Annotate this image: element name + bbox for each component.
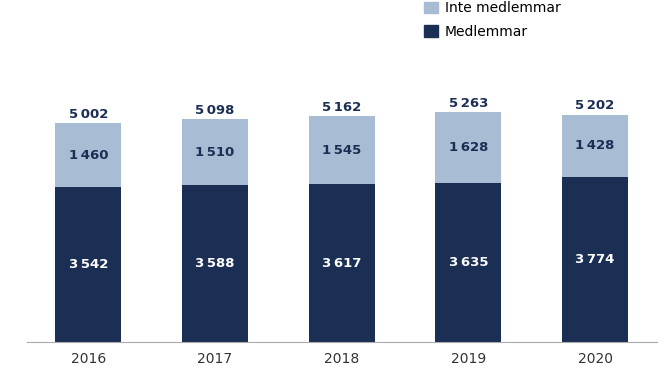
Bar: [182, 185, 248, 342]
Text: 1 628: 1 628: [449, 141, 488, 154]
Text: 3 588: 3 588: [195, 257, 234, 270]
Bar: [309, 184, 375, 342]
Text: 3 635: 3 635: [449, 256, 488, 269]
Text: 1 545: 1 545: [322, 144, 361, 157]
Text: 5 162: 5 162: [322, 101, 361, 114]
Text: 5 263: 5 263: [449, 96, 488, 110]
Bar: [562, 177, 628, 342]
Bar: [562, 115, 628, 177]
Text: 3 617: 3 617: [322, 257, 361, 270]
Legend: Inte medlemmar, Medlemmar: Inte medlemmar, Medlemmar: [424, 1, 561, 39]
Text: 1 428: 1 428: [576, 139, 615, 152]
Bar: [436, 112, 501, 183]
Bar: [182, 119, 248, 185]
Text: 5 098: 5 098: [196, 104, 234, 117]
Bar: [56, 187, 121, 342]
Text: 5 202: 5 202: [576, 99, 614, 112]
Text: 1 510: 1 510: [196, 146, 234, 159]
Bar: [436, 183, 501, 342]
Text: 1 460: 1 460: [68, 149, 108, 162]
Bar: [56, 123, 121, 187]
Text: 5 002: 5 002: [68, 108, 108, 121]
Text: 3 542: 3 542: [68, 258, 108, 271]
Bar: [309, 116, 375, 184]
Text: 3 774: 3 774: [576, 253, 615, 266]
